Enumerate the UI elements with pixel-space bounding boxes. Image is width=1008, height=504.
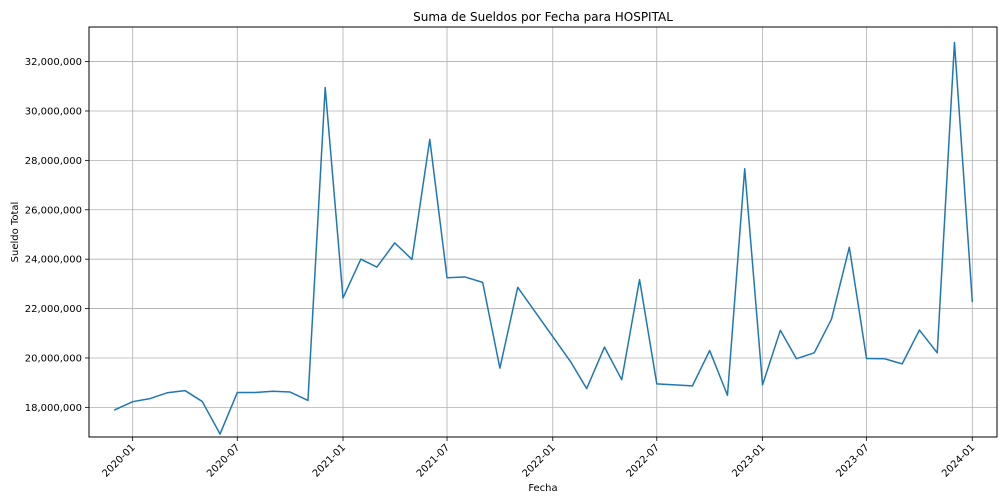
y-tick-label: 26,000,000: [25, 205, 82, 216]
plot-area-frame: [88, 26, 998, 438]
y-tick-label: 22,000,000: [25, 304, 82, 315]
y-axis-ticks: 18,000,000 20,000,000 22,000,000 24,000,000…: [25, 57, 89, 414]
series-layer: [113, 41, 974, 435]
y-tick-label: 30,000,000: [25, 106, 82, 117]
x-axis-label: Fecha: [528, 483, 557, 494]
y-tick-label: 32,000,000: [25, 57, 82, 68]
y-axis-label: Sueldo Total: [10, 202, 21, 263]
series-line: [113, 41, 974, 435]
y-tick-label: 20,000,000: [25, 353, 82, 364]
y-tick-label: 18,000,000: [25, 403, 82, 414]
y-tick-label: 28,000,000: [25, 156, 82, 167]
y-tick-label: 24,000,000: [25, 255, 82, 266]
chart-title: Suma de Sueldos por Fecha para HOSPITAL: [413, 10, 673, 24]
